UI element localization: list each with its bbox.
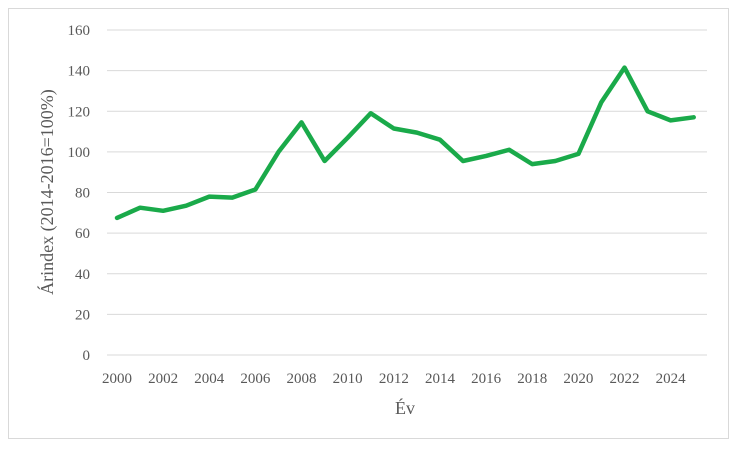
x-axis-ticks: 2000 2002 2004 2006 2008 2010 2012 2014 2016 2018… [102, 371, 686, 387]
series-group [114, 65, 696, 221]
y-tick-label: 60 [75, 226, 90, 242]
x-tick-label: 2002 [148, 371, 178, 387]
x-tick-label: 2016 [471, 371, 502, 387]
y-tick-label: 40 [75, 267, 90, 283]
y-tick-label: 160 [68, 23, 91, 39]
y-tick-label: 80 [75, 186, 90, 202]
x-tick-label: 2008 [287, 371, 317, 387]
y-tick-label: 100 [68, 145, 91, 161]
x-tick-label: 2014 [425, 371, 456, 387]
y-axis-title: Árindex (2014-2016=100%) [36, 89, 58, 295]
y-tick-label: 20 [75, 307, 90, 323]
x-axis-title: Év [395, 397, 415, 418]
x-tick-label: 2020 [563, 371, 593, 387]
x-tick-label: 2006 [240, 371, 271, 387]
x-tick-label: 2010 [333, 371, 363, 387]
y-axis-ticks: 0 20 40 60 80 100 120 140 160 [68, 23, 91, 364]
y-tick-label: 140 [68, 64, 91, 80]
x-tick-label: 2000 [102, 371, 132, 387]
x-tick-label: 2018 [517, 371, 547, 387]
y-tick-label: 120 [68, 104, 91, 120]
x-tick-label: 2024 [656, 371, 687, 387]
y-tick-label: 0 [83, 348, 91, 364]
chart-frame [8, 8, 729, 439]
x-tick-label: 2022 [609, 371, 639, 387]
x-tick-label: 2004 [194, 371, 225, 387]
series-line [114, 65, 696, 221]
x-tick-label: 2012 [379, 371, 409, 387]
gridlines [107, 29, 707, 356]
